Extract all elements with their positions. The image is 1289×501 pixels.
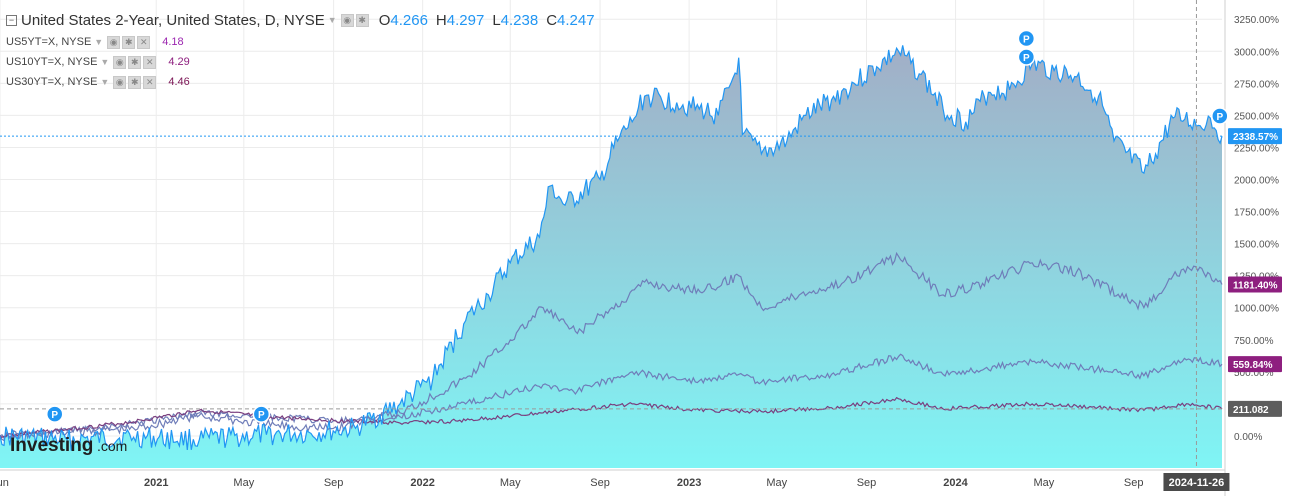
watermark: Investing .com [10,435,127,456]
main-series [0,45,1223,451]
chevron-down-icon[interactable]: ▼ [100,77,110,87]
eye-icon[interactable]: ◉ [340,13,354,27]
legend: − United States 2-Year, United States, D… [6,8,595,92]
y-tick-label: 750.00% [1234,336,1274,347]
price-pill-label: 1181.40% [1233,280,1278,291]
legend-study-row: US30YT=X, NYSE ▼ ◉ ✱ ✕ 4.46 [6,72,595,92]
gear-icon[interactable]: ✱ [122,35,136,49]
x-tick-label: Jun [0,477,9,489]
y-tick-label: 1000.00% [1234,304,1279,315]
open-label: O [378,11,391,29]
study-symbol: US5YT=X, NYSE [6,36,92,48]
close-icon[interactable]: ✕ [137,35,151,49]
gear-icon[interactable]: ✱ [128,55,142,69]
price-pill-label: 559.84% [1233,360,1273,371]
x-tick-label: 2024 [943,477,968,489]
close-label: C [546,11,558,29]
gear-icon[interactable]: ✱ [128,75,142,89]
marker-p-label: P [1023,53,1030,64]
x-tick-label: May [1033,477,1054,489]
x-tick-label: Sep [590,477,610,489]
eye-icon[interactable]: ◉ [113,55,127,69]
collapse-icon[interactable]: − [6,14,17,26]
y-tick-label: 1750.00% [1234,208,1279,219]
x-tick-label: May [233,477,254,489]
price-pill-box [1228,400,1282,417]
crosshair-date-label: 2024-11-26 [1169,477,1225,489]
guides [0,0,1222,468]
x-tick-label: Sep [324,477,344,489]
x-tick-label: Sep [1124,477,1144,489]
watermark-suffix: .com [97,438,127,454]
marker-p-icon[interactable] [45,405,64,423]
y-tick-label: 2250.00% [1234,143,1279,154]
legend-title: United States 2-Year, United States, D, … [21,11,325,29]
area-fill [0,45,1222,469]
study-value: 4.18 [162,36,184,48]
y-tick-label: 3250.00% [1234,15,1279,26]
marker-p-label: P [1023,34,1030,45]
chevron-down-icon[interactable]: ▼ [100,57,110,67]
x-tick-label: May [500,477,521,489]
y-tick-label: 2500.00% [1234,111,1279,122]
low-label: L [492,11,501,29]
crosshair-date-box [1163,473,1230,491]
high-label: H [435,11,447,29]
x-tick-label: 2021 [144,477,168,489]
area-fill-path [0,45,1222,469]
study-symbol: US10YT=X, NYSE [6,56,98,68]
series-line-us10yt-x [0,353,1223,440]
low-value: 4.238 [500,11,539,29]
price-pills: 2338.57% 1181.40% 559.84% 211.082 [1228,128,1282,417]
open-value: 4.266 [390,11,428,29]
marker-p-label: P [51,410,58,421]
price-pill-box [1228,356,1282,373]
study-value: 4.46 [168,76,190,88]
marker-p-label: P [258,410,265,421]
close-value: 4.247 [557,11,595,29]
high-value: 4.297 [446,11,485,29]
x-tick-label: 2023 [677,477,701,489]
legend-study-row: US5YT=X, NYSE ▼ ◉ ✱ ✕ 4.18 [6,32,595,52]
x-tick-label: Sep [857,477,877,489]
series-line-us30yt-x [0,396,1223,438]
y-tick-label: 2000.00% [1234,176,1279,187]
price-pill-label: 211.082 [1233,405,1269,416]
eye-icon[interactable]: ◉ [113,75,127,89]
comparison-series [0,251,1223,442]
close-icon[interactable]: ✕ [143,55,157,69]
marker-p-icon[interactable] [252,405,271,423]
legend-main-row: − United States 2-Year, United States, D… [6,8,595,32]
study-symbol: US30YT=X, NYSE [6,76,98,88]
y-tick-label: 500.00% [1234,368,1274,379]
price-pill-label: 2338.57% [1233,132,1278,143]
study-value: 4.29 [168,56,190,68]
series-line-us5yt-x [0,251,1223,442]
x-tick-label: 2022 [410,477,434,489]
marker-p-label: P [1216,112,1223,123]
y-tick-label: 0.00% [1234,432,1262,443]
watermark-brand: Investing [10,435,93,456]
marker-p-icon[interactable] [1017,29,1036,48]
chevron-down-icon[interactable]: ▼ [94,37,104,47]
y-tick-label: 3000.00% [1234,47,1279,58]
close-icon[interactable]: ✕ [143,75,157,89]
price-pill-box [1228,128,1282,145]
chevron-down-icon[interactable]: ▼ [327,15,337,25]
y-tick-label: 2750.00% [1234,79,1279,90]
x-tick-label: May [766,477,787,489]
marker-p-icon[interactable] [1211,107,1229,125]
gear-icon[interactable]: ✱ [355,13,369,27]
eye-icon[interactable]: ◉ [107,35,121,49]
legend-study-row: US10YT=X, NYSE ▼ ◉ ✱ ✕ 4.29 [6,52,595,72]
marker-p-icon[interactable] [1017,48,1036,66]
series-line-main [0,45,1223,451]
y-tick-label: 1500.00% [1234,240,1279,251]
price-pill-box [1228,276,1282,293]
